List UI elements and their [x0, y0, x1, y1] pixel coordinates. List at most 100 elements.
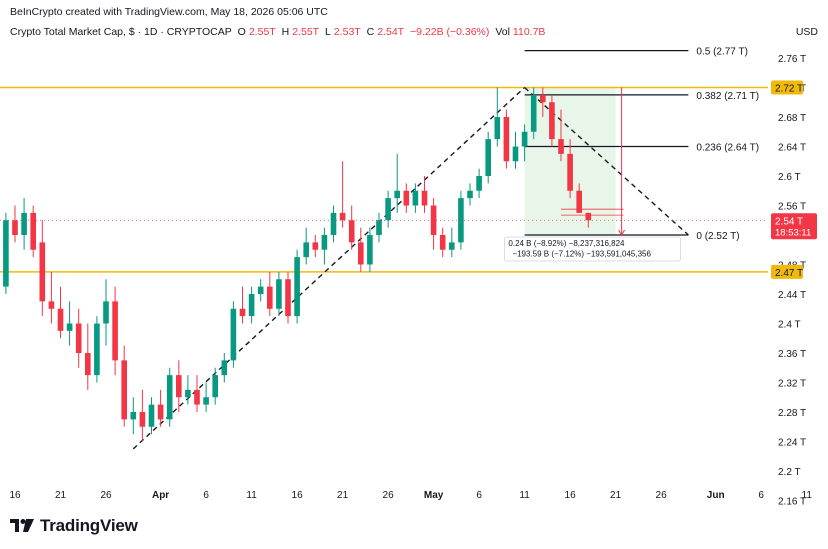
x-axis-tick-label: 16 [292, 490, 304, 501]
y-axis-tick-label: 2.76 T [778, 54, 806, 65]
candle-body [576, 190, 582, 213]
y-axis-tick-label: 2.4 T [778, 320, 801, 331]
candle-body [121, 360, 127, 420]
candle [358, 227, 364, 272]
candle [303, 227, 309, 265]
support-price-tag [771, 264, 803, 279]
x-axis-tick-label: 6 [476, 490, 482, 501]
candle-body [321, 235, 328, 250]
candle [449, 227, 455, 258]
uptrend-trendline [132, 86, 526, 450]
candle-body [139, 412, 146, 427]
fib-level-label: 0.382 (2.71 T) [696, 91, 759, 102]
candle [267, 271, 273, 317]
open-label: O [237, 26, 246, 38]
candle [12, 205, 18, 243]
close-label: C [366, 26, 375, 38]
candle-body [558, 139, 564, 154]
high-value: 2.55T [292, 26, 320, 38]
candle [212, 367, 218, 405]
candle-body [358, 242, 364, 265]
candle [66, 301, 73, 346]
candle-body [294, 257, 300, 317]
candle-body [430, 205, 437, 235]
x-axis-tick-label: 11 [519, 490, 530, 501]
candle-body [239, 308, 246, 317]
candle-body [385, 198, 391, 221]
candle-body [194, 389, 200, 405]
symbol-legend: Crypto Total Market Cap, $ · 1D · CRYPTO… [10, 26, 548, 38]
candle [421, 176, 428, 213]
candle-body [467, 190, 473, 199]
candle [503, 109, 510, 169]
candle [176, 360, 182, 412]
candle [48, 271, 55, 324]
candle-body [94, 323, 100, 376]
candle [221, 353, 228, 383]
candle-body [403, 190, 410, 206]
candle-body [485, 139, 491, 176]
candle-body [394, 190, 400, 199]
candle [558, 109, 564, 162]
candle-body [367, 235, 373, 265]
y-axis-tick-label: 2.16 T [778, 497, 806, 508]
chart-credit: BeInCrypto created with TradingView.com,… [10, 6, 328, 18]
x-axis-tick-label: 16 [9, 490, 21, 501]
resistance-price-tag [771, 80, 803, 95]
candle-body [339, 212, 346, 221]
candle-body [412, 190, 419, 206]
candle-body [112, 301, 118, 361]
last-price-tag [771, 213, 817, 240]
candle [94, 316, 100, 383]
candle [157, 389, 164, 427]
y-axis-tick-label: 2.56 T [778, 202, 806, 213]
candle-body [540, 94, 546, 103]
candle [285, 271, 291, 324]
candle [385, 190, 391, 228]
volume-value: 110.7B [512, 26, 546, 38]
support-price-tag-label: 2.47 T [775, 268, 803, 279]
candle [276, 271, 282, 317]
candle-body [103, 301, 109, 324]
y-axis-tick-label: 2.6 T [778, 172, 801, 183]
candle [257, 279, 264, 302]
y-axis-tick-label: 2.64 T [778, 143, 806, 154]
candle-body [75, 323, 82, 353]
candle [39, 220, 46, 317]
x-axis-tick-label: 6 [758, 490, 764, 501]
candle [239, 286, 246, 324]
x-axis-tick-label: 26 [100, 490, 112, 501]
candle-body [3, 220, 9, 287]
candle [103, 279, 109, 346]
currency-label[interactable]: USD [795, 26, 818, 38]
candle-body [12, 220, 18, 235]
candle-body [312, 242, 319, 250]
x-axis-tick-label: 16 [565, 490, 577, 501]
candle-body [512, 146, 519, 162]
close-value: 2.54T [377, 26, 405, 38]
candle-body [439, 235, 446, 250]
candle [412, 183, 419, 213]
candle [567, 139, 573, 199]
candle-body [66, 323, 73, 331]
symbol-name[interactable]: Crypto Total Market Cap, $ · 1D · CRYPTO… [10, 26, 232, 38]
low-label: L [325, 26, 331, 38]
candle [85, 323, 91, 390]
last-price-tag-label: 2.54 T [775, 216, 803, 227]
x-axis-tick-label: 21 [55, 490, 67, 501]
measure-arrow [618, 229, 626, 236]
tradingview-logo[interactable]: TradingView [10, 516, 138, 536]
candle-body [285, 279, 291, 317]
fib-level-label: 0 (2.52 T) [696, 231, 739, 242]
candle [75, 308, 82, 368]
candle [376, 212, 382, 243]
candle-body [585, 212, 592, 221]
candle [121, 345, 127, 427]
candle [467, 183, 473, 206]
candle [530, 87, 537, 140]
candle-body [530, 94, 537, 132]
x-axis-tick-label: 26 [656, 490, 668, 501]
candle [185, 375, 191, 405]
low-value: 2.53T [333, 26, 361, 38]
